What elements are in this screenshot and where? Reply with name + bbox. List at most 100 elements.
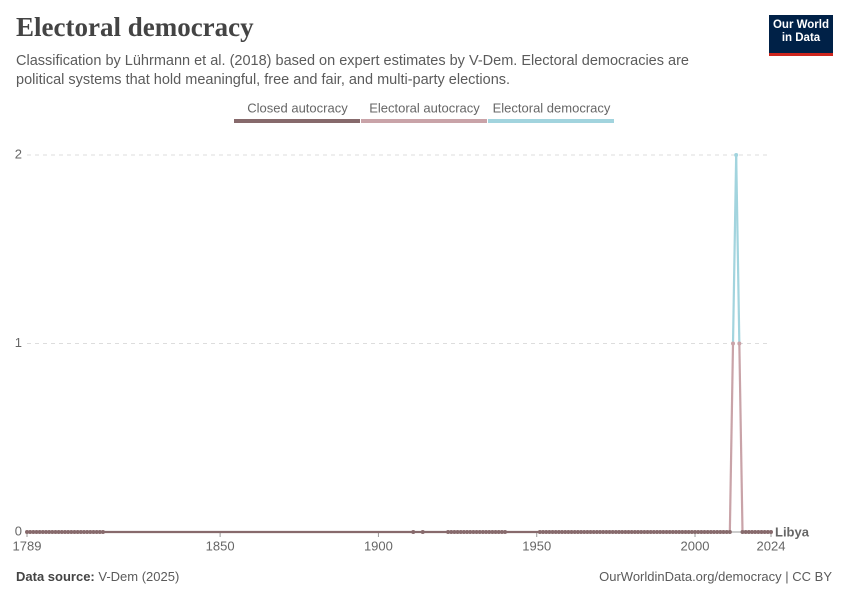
data-point — [620, 530, 625, 534]
data-point — [664, 530, 669, 534]
data-point — [642, 530, 647, 534]
data-point — [503, 530, 508, 534]
data-point — [452, 530, 457, 534]
data-point — [493, 530, 498, 534]
data-point — [667, 530, 672, 534]
data-point — [458, 530, 463, 534]
data-point — [759, 530, 764, 534]
data-point — [683, 530, 688, 534]
legend-swatch — [361, 119, 487, 123]
legend-swatch — [234, 119, 360, 123]
data-point — [569, 530, 574, 534]
data-point — [72, 530, 77, 534]
data-point — [47, 530, 52, 534]
data-point — [471, 530, 476, 534]
logo-line: Our World — [772, 19, 829, 31]
data-point — [756, 530, 761, 534]
line-segment — [728, 343, 735, 533]
data-point — [702, 530, 707, 534]
data-point — [544, 530, 549, 534]
data-point — [708, 530, 713, 534]
data-point — [705, 530, 710, 534]
data-point — [686, 530, 691, 534]
data-point — [648, 530, 653, 534]
x-tick-label: 2000 — [681, 538, 710, 553]
data-point — [56, 530, 61, 534]
data-point — [746, 530, 751, 534]
line-segment — [735, 154, 741, 344]
data-point — [560, 530, 565, 534]
data-point — [465, 530, 470, 534]
data-point — [639, 530, 644, 534]
data-point — [613, 530, 618, 534]
data-point — [566, 530, 571, 534]
data-point — [727, 530, 732, 534]
data-point — [712, 530, 717, 534]
data-point — [75, 530, 80, 534]
data-point — [91, 530, 96, 534]
data-point — [661, 530, 666, 534]
data-point — [553, 530, 558, 534]
y-tick-label: 1 — [15, 335, 22, 350]
data-point — [617, 530, 622, 534]
data-point — [411, 530, 416, 534]
data-point — [547, 530, 552, 534]
data-point — [750, 530, 755, 534]
data-point — [31, 530, 36, 534]
data-point — [43, 530, 48, 534]
source: Data source: V-Dem (2025) — [16, 569, 179, 584]
data-point — [585, 530, 590, 534]
data-point — [34, 530, 39, 534]
data-point — [645, 530, 650, 534]
x-tick-label: 1850 — [206, 538, 235, 553]
y-tick-label: 0 — [15, 523, 22, 538]
data-point — [677, 530, 682, 534]
data-point — [550, 530, 555, 534]
data-point — [680, 530, 685, 534]
legend-label: Closed autocracy — [247, 100, 348, 115]
data-point — [468, 530, 473, 534]
chart-title: Electoral democracy — [16, 12, 254, 42]
data-point — [490, 530, 495, 534]
data-point — [477, 530, 482, 534]
data-point — [94, 530, 99, 534]
data-point — [658, 530, 663, 534]
legend-swatch — [488, 119, 614, 123]
data-point — [563, 530, 568, 534]
data-point — [537, 530, 542, 534]
x-tick-label: 1900 — [364, 538, 393, 553]
data-point — [40, 530, 45, 534]
data-point — [655, 530, 660, 534]
legend-label: Electoral autocracy — [369, 100, 480, 115]
data-point — [689, 530, 694, 534]
data-point — [601, 530, 606, 534]
data-point — [100, 530, 105, 534]
data-point — [420, 530, 425, 534]
data-point — [575, 530, 580, 534]
footer-link[interactable]: OurWorldinData.org/democracy | CC BY — [599, 569, 832, 584]
data-point — [718, 530, 723, 534]
y-tick-label: 2 — [15, 146, 22, 161]
data-point — [446, 530, 451, 534]
data-point — [28, 530, 33, 534]
data-point — [626, 530, 631, 534]
data-point — [632, 530, 637, 534]
data-point — [66, 530, 71, 534]
data-point — [693, 530, 698, 534]
source-text: V-Dem (2025) — [98, 569, 180, 584]
data-point — [541, 530, 546, 534]
data-point — [731, 341, 736, 346]
data-point — [25, 530, 29, 534]
logo[interactable]: Our World in Data — [769, 15, 833, 56]
data-point — [62, 530, 67, 534]
logo-line: in Data — [781, 32, 821, 44]
data-point — [765, 530, 770, 534]
data-point — [696, 530, 701, 534]
data-point — [670, 530, 675, 534]
data-point — [59, 530, 64, 534]
data-point — [78, 530, 83, 534]
data-point — [496, 530, 501, 534]
data-point — [721, 530, 726, 534]
x-tick-label: 1789 — [13, 538, 42, 553]
